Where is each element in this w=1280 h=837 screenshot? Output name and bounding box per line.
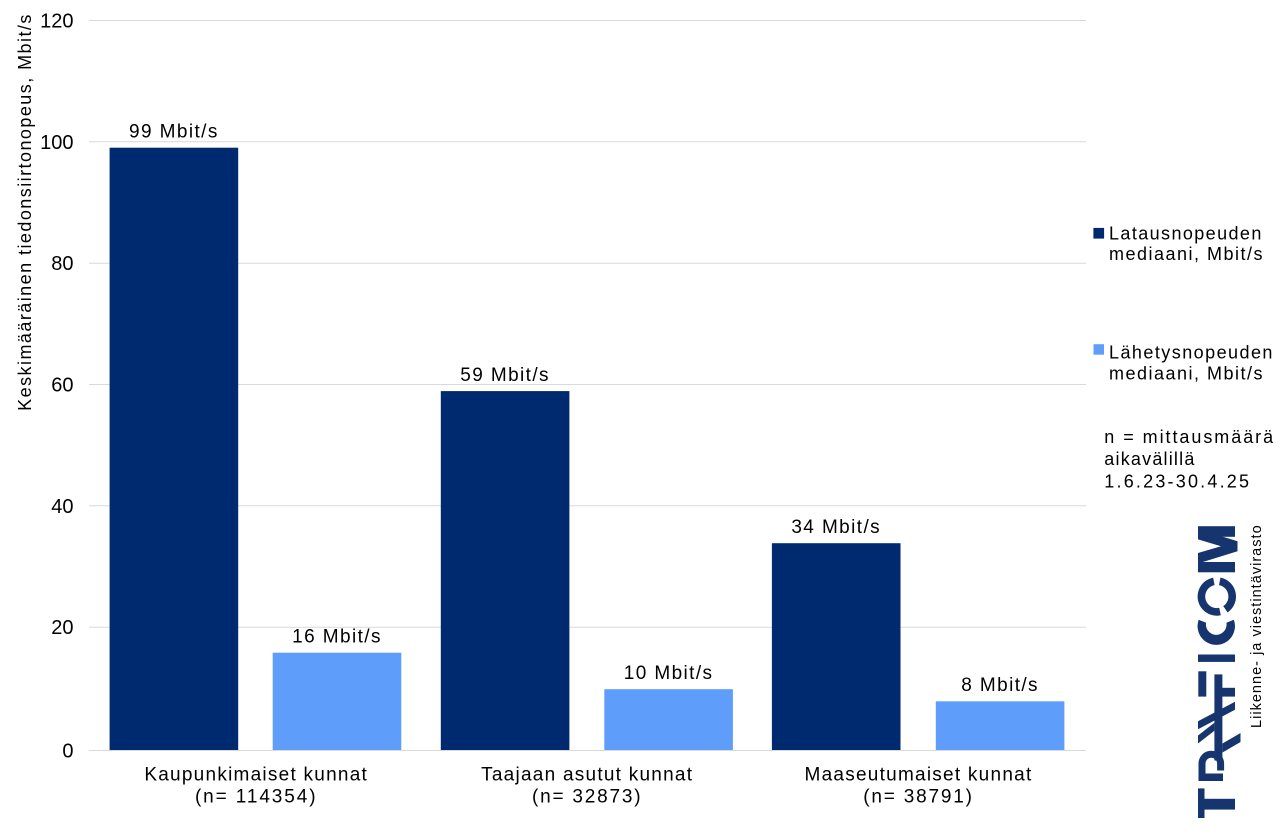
svg-text:Lähetysnopeuden: Lähetysnopeuden bbox=[1109, 342, 1274, 362]
svg-text:n = mittausmäärä: n = mittausmäärä bbox=[1104, 427, 1275, 447]
svg-text:40: 40 bbox=[51, 496, 73, 518]
svg-text:20: 20 bbox=[51, 617, 73, 639]
svg-text:aikavälillä: aikavälillä bbox=[1104, 449, 1195, 469]
svg-text:(n= 32873): (n= 32873) bbox=[532, 786, 642, 807]
svg-text:Kaupunkimaiset kunnat: Kaupunkimaiset kunnat bbox=[144, 764, 368, 785]
svg-text:59 Mbit/s: 59 Mbit/s bbox=[460, 365, 550, 386]
svg-text:Latausnopeuden: Latausnopeuden bbox=[1109, 223, 1263, 243]
svg-text:16 Mbit/s: 16 Mbit/s bbox=[292, 627, 382, 648]
svg-text:10 Mbit/s: 10 Mbit/s bbox=[624, 663, 714, 684]
svg-text:Taajaan asutut kunnat: Taajaan asutut kunnat bbox=[481, 764, 693, 785]
svg-text:8 Mbit/s: 8 Mbit/s bbox=[961, 675, 1039, 696]
svg-text:34 Mbit/s: 34 Mbit/s bbox=[791, 517, 881, 538]
svg-text:120: 120 bbox=[40, 11, 73, 33]
svg-text:0: 0 bbox=[62, 741, 73, 763]
svg-text:mediaani, Mbit/s: mediaani, Mbit/s bbox=[1109, 244, 1264, 264]
svg-text:Liikenne- ja viestintävirasto: Liikenne- ja viestintävirasto bbox=[1249, 524, 1265, 728]
svg-text:(n= 38791): (n= 38791) bbox=[863, 786, 973, 807]
svg-text:(n= 114354): (n= 114354) bbox=[195, 786, 318, 807]
svg-text:80: 80 bbox=[51, 253, 73, 275]
svg-text:Maaseutumaiset kunnat: Maaseutumaiset kunnat bbox=[805, 764, 1033, 785]
svg-text:60: 60 bbox=[51, 375, 73, 397]
svg-text:mediaani, Mbit/s: mediaani, Mbit/s bbox=[1109, 364, 1264, 384]
svg-text:100: 100 bbox=[40, 132, 73, 154]
svg-text:Keskimääräinen tiedonsiirtonop: Keskimääräinen tiedonsiirtonopeus, Mbit/… bbox=[15, 13, 35, 411]
svg-text:1.6.23-30.4.25: 1.6.23-30.4.25 bbox=[1104, 471, 1251, 491]
svg-text:99 Mbit/s: 99 Mbit/s bbox=[129, 122, 219, 143]
